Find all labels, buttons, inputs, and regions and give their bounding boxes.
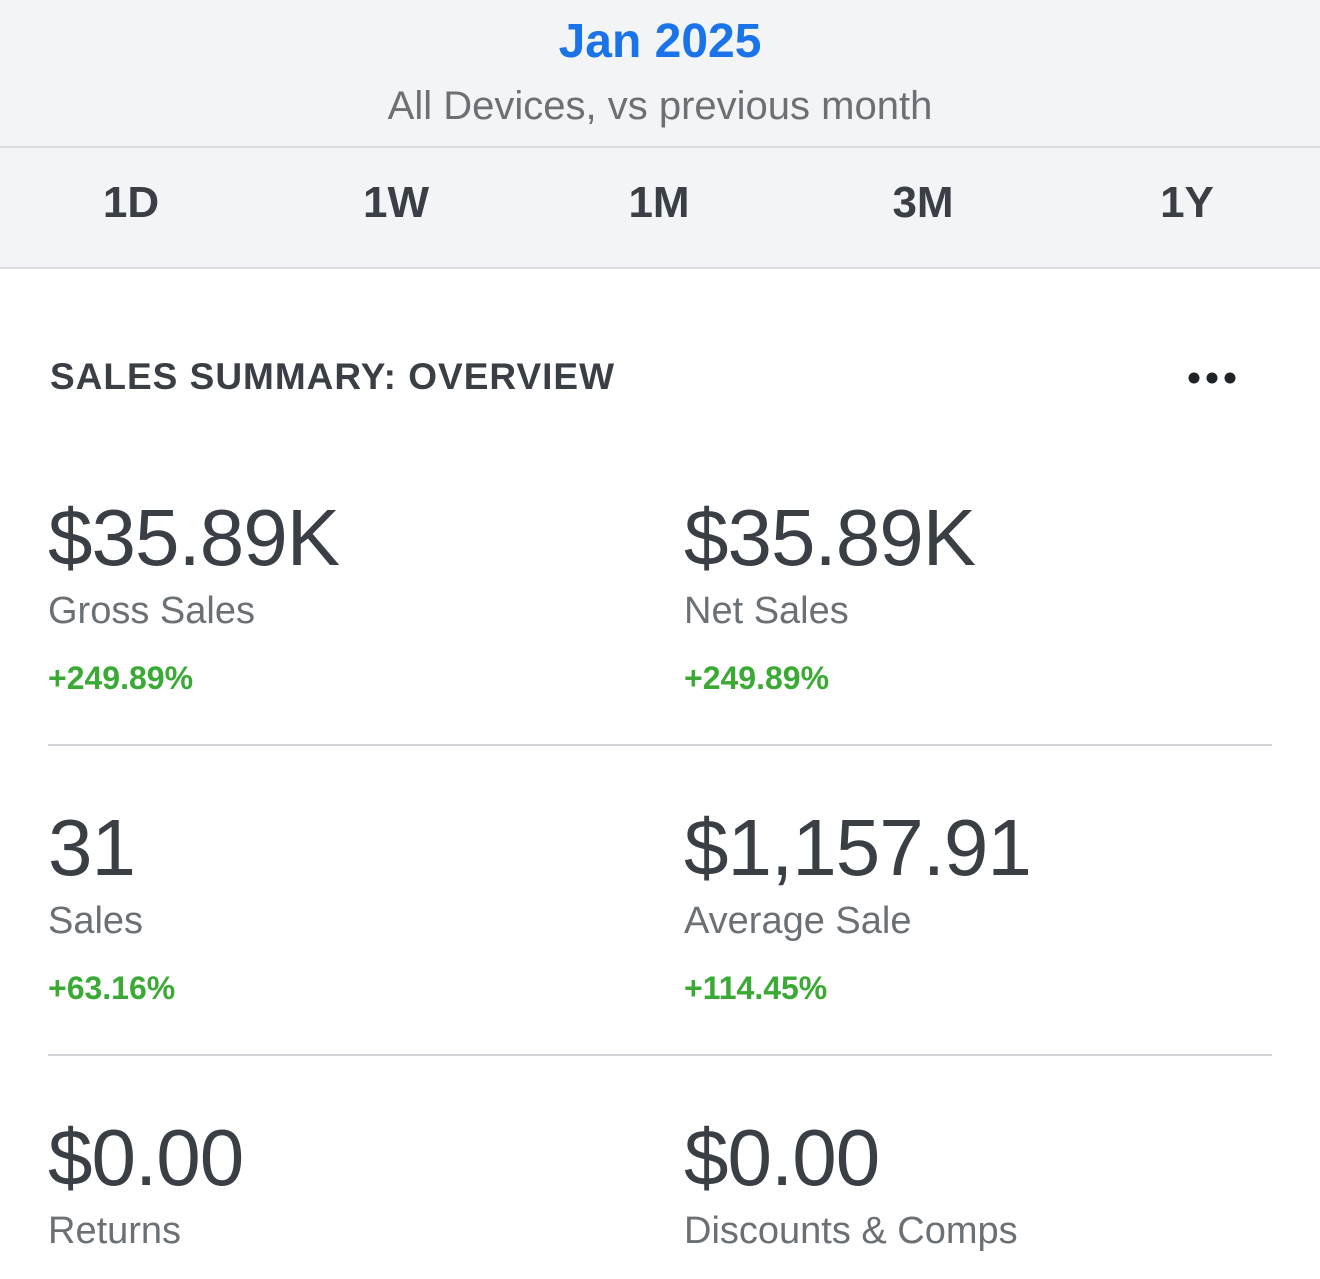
metric-average-sale[interactable]: $1,157.91 Average Sale +114.45% xyxy=(684,803,1244,1006)
metric-change: +63.16% xyxy=(48,970,176,1006)
metric-value: 31 xyxy=(48,803,136,892)
metric-value: $0.00 xyxy=(684,1113,880,1202)
tab-1d[interactable]: 1D xyxy=(102,178,160,227)
ellipsis-icon xyxy=(1188,372,1236,384)
metric-label: Returns xyxy=(48,1210,182,1252)
range-tabs: 1D 1W 1M 3M 1Y xyxy=(0,148,1320,269)
metric-sales[interactable]: 31 Sales +63.16% xyxy=(48,803,608,1006)
divider xyxy=(48,744,1272,746)
metric-label: Net Sales xyxy=(684,590,849,632)
tab-1w[interactable]: 1W xyxy=(363,178,429,227)
tab-3m[interactable]: 3M xyxy=(892,178,954,227)
metric-change: +114.45% xyxy=(684,970,828,1006)
metric-value: $1,157.91 xyxy=(684,803,1032,892)
period-subtitle: All Devices, vs previous month xyxy=(387,84,933,128)
metric-discounts-comps[interactable]: $0.00 Discounts & Comps xyxy=(684,1113,1244,1252)
metric-net-sales[interactable]: $35.89K Net Sales +249.89% xyxy=(684,493,1244,696)
tab-1y[interactable]: 1Y xyxy=(1160,178,1214,227)
metric-change: +249.89% xyxy=(48,660,194,696)
metric-label: Average Sale xyxy=(684,900,912,942)
metric-label: Gross Sales xyxy=(48,590,255,632)
metric-gross-sales[interactable]: $35.89K Gross Sales +249.89% xyxy=(48,493,608,696)
metric-label: Sales xyxy=(48,900,144,942)
metric-label: Discounts & Comps xyxy=(684,1210,1018,1252)
metric-value: $0.00 xyxy=(48,1113,244,1202)
period-header: Jan 2025 All Devices, vs previous month xyxy=(0,0,1320,148)
period-selector[interactable]: Jan 2025 xyxy=(558,15,762,68)
metric-change: +249.89% xyxy=(684,660,830,696)
divider xyxy=(48,1054,1272,1056)
section-title: SALES SUMMARY: OVERVIEW xyxy=(50,356,616,397)
metric-value: $35.89K xyxy=(684,493,976,582)
more-options-button[interactable] xyxy=(1180,364,1244,392)
tab-1m[interactable]: 1M xyxy=(628,178,690,227)
metric-value: $35.89K xyxy=(48,493,340,582)
metric-returns[interactable]: $0.00 Returns xyxy=(48,1113,608,1252)
